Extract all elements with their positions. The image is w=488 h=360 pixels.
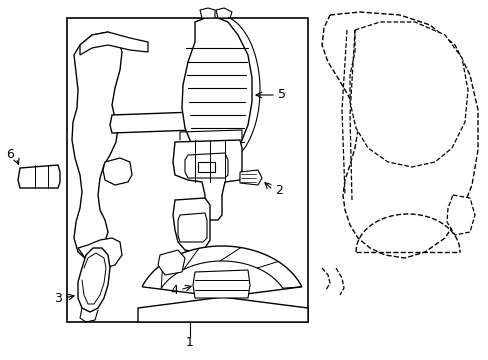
Polygon shape — [198, 162, 215, 172]
Polygon shape — [173, 140, 242, 220]
Polygon shape — [80, 32, 148, 55]
Polygon shape — [158, 250, 184, 275]
Text: 4: 4 — [170, 284, 178, 297]
Polygon shape — [78, 248, 110, 312]
Polygon shape — [178, 213, 206, 242]
Polygon shape — [72, 32, 122, 258]
Text: 1: 1 — [185, 336, 194, 348]
Text: 6: 6 — [6, 148, 14, 162]
Polygon shape — [18, 165, 60, 188]
Polygon shape — [446, 195, 474, 235]
Bar — [67, 18, 307, 322]
Polygon shape — [321, 12, 477, 258]
Polygon shape — [138, 246, 307, 322]
Polygon shape — [184, 153, 227, 178]
Polygon shape — [240, 170, 262, 185]
Text: 3: 3 — [54, 292, 62, 305]
Polygon shape — [78, 238, 122, 268]
Polygon shape — [103, 158, 132, 185]
Polygon shape — [193, 270, 249, 298]
Polygon shape — [110, 112, 200, 133]
Text: 2: 2 — [274, 184, 282, 197]
Polygon shape — [216, 8, 231, 18]
Polygon shape — [182, 18, 251, 162]
Polygon shape — [349, 22, 467, 167]
Polygon shape — [173, 198, 209, 252]
Text: 5: 5 — [278, 89, 285, 102]
Polygon shape — [200, 8, 215, 18]
